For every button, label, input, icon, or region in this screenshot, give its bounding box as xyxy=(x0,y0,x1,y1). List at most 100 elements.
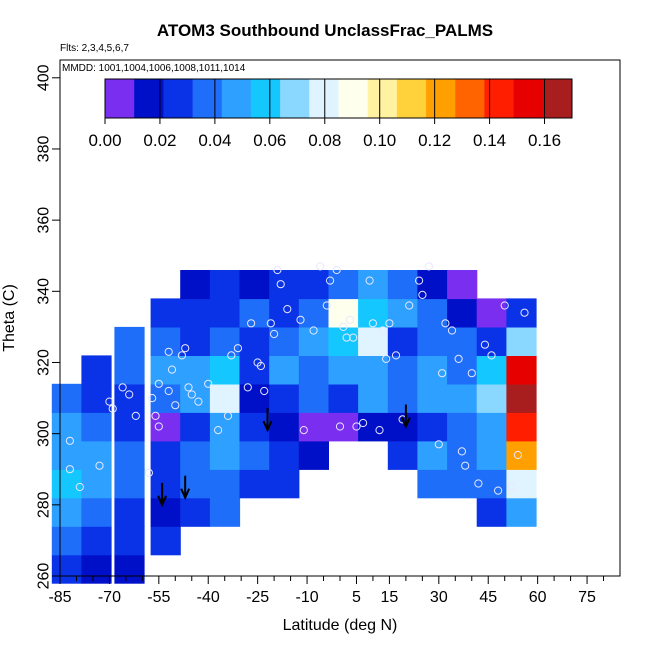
field-cell xyxy=(81,412,112,442)
field-cell xyxy=(417,469,448,499)
observation-point xyxy=(309,326,318,335)
observation-point xyxy=(276,280,285,289)
field-cell xyxy=(358,298,389,328)
field-cell xyxy=(51,526,82,556)
field-cell xyxy=(209,412,241,442)
x-tick-label: -85 xyxy=(48,589,71,606)
observation-point xyxy=(260,386,269,396)
field-cell xyxy=(51,440,82,470)
colorbar-ticks: 0.00 0.02 0.04 0.06 0.08 0.10 0.12 0.14 0.16 xyxy=(88,79,561,150)
y-tick-label: 360 xyxy=(36,207,53,234)
field-cell xyxy=(298,270,329,300)
observation-point xyxy=(148,394,157,403)
field-cell xyxy=(476,497,507,527)
observation-point xyxy=(177,351,186,360)
observation-point xyxy=(335,422,345,431)
field-cell xyxy=(51,497,82,527)
colorbar-tick-label: 0.08 xyxy=(308,131,341,150)
field-cell xyxy=(81,554,112,584)
field-cell xyxy=(447,412,478,442)
observation-point xyxy=(378,326,387,335)
observation-point xyxy=(184,383,193,392)
colorbar-segment xyxy=(367,79,398,118)
field-cell xyxy=(387,412,418,442)
y-axis: 260 280 300 320 340 360 380 400 xyxy=(36,64,60,590)
y-tick-label: 340 xyxy=(36,278,53,305)
field-cell xyxy=(269,355,300,385)
field-cell xyxy=(114,526,145,556)
field-cell xyxy=(328,383,359,413)
field-cell xyxy=(81,355,112,385)
field-cell xyxy=(506,383,537,413)
observation-point xyxy=(461,461,470,470)
observation-point xyxy=(256,361,265,371)
colorbar-segment xyxy=(221,79,252,118)
field-cell xyxy=(269,412,300,442)
field-cell xyxy=(298,440,329,470)
colorbar-segment xyxy=(250,79,281,118)
field-cell xyxy=(417,412,448,442)
field-cell xyxy=(447,298,478,328)
colorbar-segment xyxy=(396,79,427,118)
observation-point xyxy=(65,465,75,474)
y-tick-label: 400 xyxy=(36,64,53,91)
field-cell xyxy=(114,554,145,584)
colorbar-tick-label: 0.04 xyxy=(198,131,231,150)
field-cell xyxy=(81,469,112,499)
observation-point xyxy=(500,301,509,310)
field-cell xyxy=(209,326,241,356)
field-cell xyxy=(476,469,507,499)
field-cell xyxy=(81,383,112,413)
observation-point xyxy=(415,276,424,285)
field-cell xyxy=(150,497,181,527)
field-cell xyxy=(114,326,145,356)
colorbar-segment xyxy=(455,79,485,118)
field-cell xyxy=(298,383,329,413)
field-cell xyxy=(476,383,507,413)
x-axis-label: Latitude (deg N) xyxy=(283,617,398,634)
observation-point xyxy=(352,422,361,431)
y-tick-label: 260 xyxy=(36,563,53,590)
field-cell xyxy=(298,355,329,385)
down-arrow xyxy=(157,482,168,508)
observation-point xyxy=(418,290,427,299)
observation-point xyxy=(299,426,308,435)
y-tick-label: 300 xyxy=(36,420,53,447)
observation-point xyxy=(204,379,213,388)
field-cell xyxy=(506,497,537,527)
field-cell xyxy=(298,326,329,356)
observation-point xyxy=(454,354,463,363)
observation-point xyxy=(154,379,163,388)
field-cell xyxy=(328,298,359,328)
field-cell xyxy=(417,440,448,470)
field-cell xyxy=(209,355,241,385)
field-cell xyxy=(239,469,270,499)
colorbar-segment xyxy=(105,79,135,118)
observation-point xyxy=(273,265,282,275)
observation-point xyxy=(283,305,292,314)
observation-point xyxy=(332,265,341,275)
field-cell xyxy=(239,326,270,356)
colorbar-segment xyxy=(163,79,194,118)
field-cell xyxy=(506,326,537,356)
observation-point xyxy=(316,262,325,271)
observation-point xyxy=(345,315,354,324)
observation-point xyxy=(164,386,173,396)
observation-point xyxy=(266,319,275,328)
y-tick-label: 320 xyxy=(36,349,53,376)
field-cell xyxy=(417,270,448,300)
observation-point xyxy=(391,351,401,360)
observation-point xyxy=(480,340,489,349)
observation-point xyxy=(247,319,256,328)
field-cell xyxy=(209,469,241,499)
field-cell xyxy=(269,440,300,470)
observation-point xyxy=(349,333,358,342)
colorbar-tick-label: 0.12 xyxy=(418,131,451,150)
field-cell xyxy=(506,412,537,442)
field-cell xyxy=(180,326,211,356)
field-cell xyxy=(209,298,241,328)
observation-point xyxy=(494,486,503,495)
field-cell xyxy=(269,326,300,356)
observation-point xyxy=(405,301,414,310)
